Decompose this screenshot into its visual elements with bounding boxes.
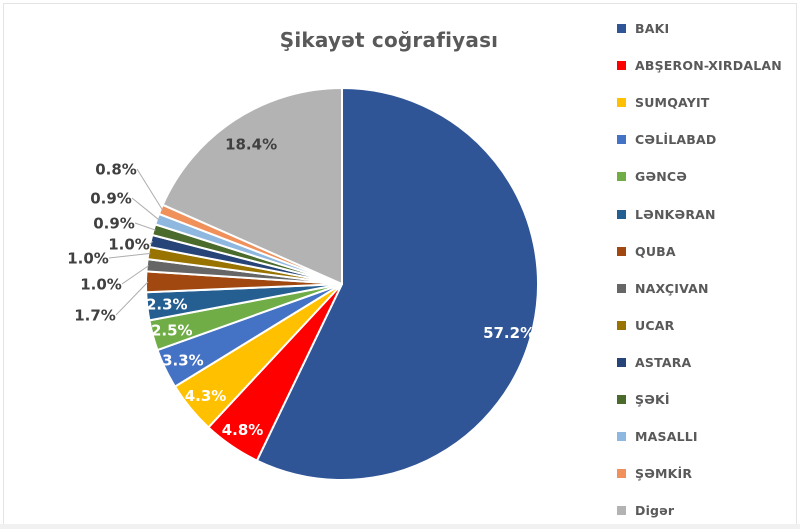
legend-label: NAXÇIVAN: [635, 280, 709, 296]
legend-label: ŞƏKİ: [635, 391, 670, 407]
pie-data-label-ucar: 1.0%: [67, 249, 109, 267]
legend-item-cəli-labad[interactable]: CƏLİLABAD: [617, 121, 782, 158]
pie-data-label-cəli-labad: 3.3%: [162, 352, 204, 370]
pie-slice-baki[interactable]: [255, 87, 539, 481]
legend-label: QUBA: [635, 243, 676, 259]
legend-swatch-icon: [617, 357, 626, 367]
legend-swatch-icon: [617, 394, 626, 404]
legend-label: BAKI: [635, 21, 670, 37]
pie-data-label-naxçivan: 1.0%: [80, 275, 122, 293]
legend-swatch-icon: [617, 98, 626, 108]
legend-item-ucar[interactable]: UCAR: [617, 307, 782, 344]
leader-line: [149, 241, 154, 245]
legend-swatch-icon: [617, 209, 626, 219]
leader-line: [115, 281, 149, 316]
legend-label: ŞƏMKİR: [635, 466, 693, 482]
leader-line: [134, 222, 156, 231]
legend-swatch-icon: [617, 469, 626, 479]
legend-item-şəmki-r[interactable]: ŞƏMKİR: [617, 455, 782, 492]
pie-data-label-baki: 57.2%: [483, 324, 535, 342]
legend-label: UCAR: [635, 317, 675, 333]
legend-label: Digər: [635, 503, 675, 519]
legend-item-baki[interactable]: BAKI: [617, 10, 782, 47]
pie-data-label-şəmki-r: 0.8%: [95, 160, 137, 178]
legend-item-astara[interactable]: ASTARA: [617, 344, 782, 381]
leader-line: [131, 197, 160, 221]
legend-swatch-icon: [617, 432, 626, 442]
leader-line: [136, 168, 164, 211]
legend-item-şəki-[interactable]: ŞƏKİ: [617, 381, 782, 418]
pie-data-label-lənkəran: 2.3%: [146, 295, 188, 313]
pie-data-label-sumqayit: 4.3%: [185, 387, 227, 405]
legend-item-abşeron-xirdalan[interactable]: ABŞERON-XIRDALAN: [617, 47, 782, 84]
legend-swatch-icon: [617, 135, 626, 145]
legend-label: ASTARA: [635, 354, 692, 370]
pie-data-label-abşeron-xirdalan: 4.8%: [222, 421, 264, 439]
legend-label: SUMQAYIT: [635, 95, 710, 111]
legend-label: MASALLI: [635, 429, 698, 445]
chart-title: Şikayət coğrafiyası: [279, 28, 499, 52]
legend-item-quba[interactable]: QUBA: [617, 233, 782, 270]
legend-swatch-icon: [617, 320, 626, 330]
legend-swatch-icon: [617, 506, 626, 516]
legend-item-gəncə[interactable]: GƏNCƏ: [617, 158, 782, 195]
legend-label: LƏNKƏRAN: [635, 206, 716, 222]
pie-data-label-digər: 18.4%: [225, 136, 277, 154]
leader-line: [121, 265, 150, 285]
legend-item-sumqayit[interactable]: SUMQAYIT: [617, 84, 782, 121]
legend-swatch-icon: [617, 246, 626, 256]
legend-label: CƏLİLABAD: [635, 132, 717, 148]
legend-swatch-icon: [617, 283, 626, 293]
legend-item-digər[interactable]: Digər: [617, 492, 782, 529]
legend-swatch-icon: [617, 61, 626, 71]
legend-swatch-icon: [617, 24, 626, 34]
window-bottom-edge: [0, 524, 800, 529]
leader-line: [108, 252, 151, 259]
legend-item-naxçivan[interactable]: NAXÇIVAN: [617, 270, 782, 307]
legend-item-lənkəran[interactable]: LƏNKƏRAN: [617, 195, 782, 232]
pie-data-label-astara: 1.0%: [108, 235, 150, 253]
pie-slice-digər[interactable]: [161, 87, 343, 285]
legend: BAKI ABŞERON-XIRDALAN SUMQAYIT CƏLİLABAD GƏN…: [617, 10, 782, 529]
pie-data-label-şəki-: 0.9%: [93, 214, 135, 232]
pie-data-label-gəncə: 2.5%: [151, 321, 193, 339]
legend-swatch-icon: [617, 172, 626, 182]
legend-label: ABŞERON-XIRDALAN: [635, 58, 782, 74]
pie-data-label-quba: 1.7%: [74, 306, 116, 324]
pie-data-label-masalli: 0.9%: [90, 189, 132, 207]
legend-label: GƏNCƏ: [635, 169, 688, 185]
legend-item-masalli[interactable]: MASALLI: [617, 418, 782, 455]
